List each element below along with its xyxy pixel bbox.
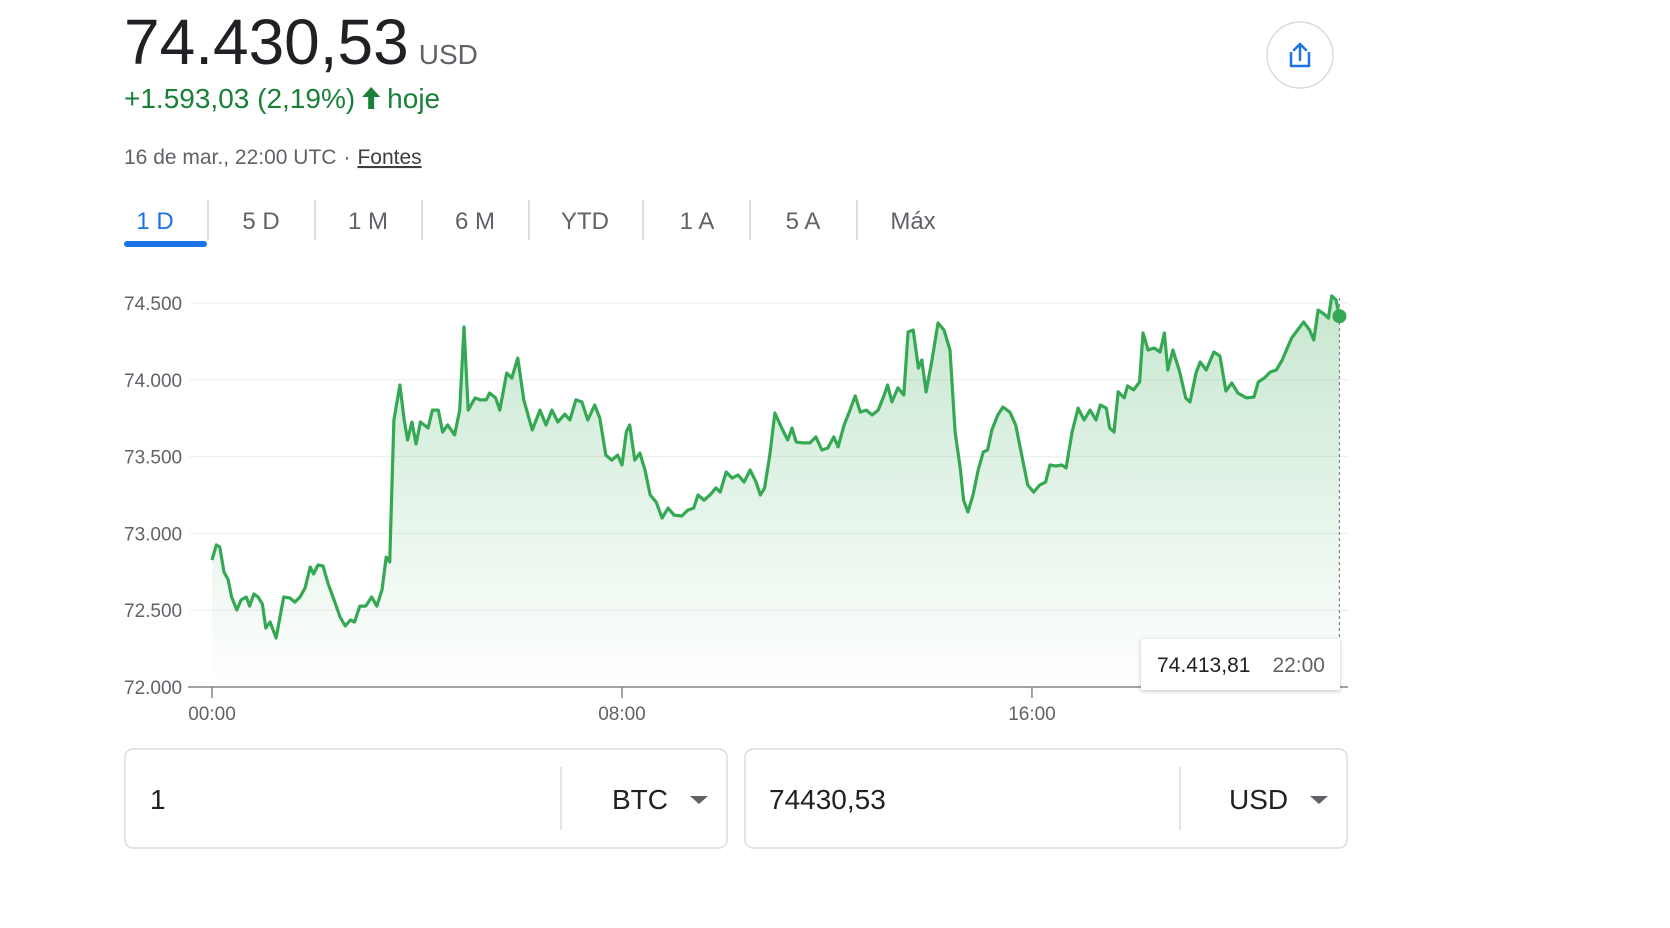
change: +1.593,03 (2,19%) (124, 83, 355, 114)
range-tab[interactable]: 5 A (786, 208, 821, 235)
currency: USD (419, 39, 478, 70)
tooltip-value: 74.413,81 (1157, 654, 1250, 677)
hover-dot (1332, 309, 1347, 324)
period: hoje (387, 83, 440, 114)
x-tick-label: 00:00 (188, 704, 236, 725)
area-fill (212, 295, 1340, 687)
range-tab[interactable]: 1 A (680, 208, 715, 235)
range-tab[interactable]: 5 D (242, 208, 279, 235)
range-tab[interactable]: YTD (561, 208, 609, 235)
from-currency[interactable]: BTC (612, 784, 668, 815)
to-box[interactable] (744, 748, 1348, 849)
from-amount[interactable]: 1 (150, 784, 166, 815)
tooltip-time: 22:00 (1272, 654, 1325, 677)
y-tick-label: 72.000 (124, 678, 182, 699)
y-tick-label: 73.000 (124, 524, 182, 545)
to-currency[interactable]: USD (1229, 784, 1288, 815)
up-arrow (362, 87, 381, 109)
dropdown-arrow[interactable] (1310, 796, 1328, 804)
share-button[interactable] (1266, 21, 1334, 89)
sources-link[interactable]: Fontes (357, 146, 421, 169)
tab-underline (124, 241, 207, 247)
tooltip-box (1141, 639, 1340, 690)
range-tabs: 1 D 5 D 1 M 6 M YTD 1 A 5 A Máx (124, 200, 936, 247)
y-tick-label: 72.500 (124, 601, 182, 622)
from-box[interactable] (124, 748, 728, 849)
x-tick-label: 16:00 (1008, 704, 1056, 725)
timestamp: 16 de mar., 22:00 UTC (124, 146, 336, 169)
price-line: 74.430,53 USD (124, 6, 478, 78)
range-tab[interactable]: 6 M (455, 208, 495, 235)
range-tab[interactable]: 1 D (136, 208, 173, 235)
y-tick-label: 74.500 (124, 294, 182, 315)
tooltip: 74.413,81 22:00 (1141, 639, 1340, 690)
converter: 1 BTC 74430,53 USD (124, 748, 1348, 849)
to-amount[interactable]: 74430,53 (769, 784, 886, 815)
chart: 72.000 72.500 73.000 73.500 74.000 74.500 00:0… (124, 294, 1348, 725)
price-line (210, 294, 1342, 640)
y-tick-label: 74.000 (124, 371, 182, 392)
x-tick-label: 08:00 (598, 704, 646, 725)
dropdown-arrow[interactable] (690, 796, 708, 804)
y-tick-label: 73.500 (124, 448, 182, 469)
price: 74.430,53 (124, 6, 409, 78)
separator: · (343, 146, 350, 169)
range-tab[interactable]: Máx (890, 208, 935, 235)
range-tab[interactable]: 1 M (348, 208, 388, 235)
timestamp-line: 16 de mar., 22:00 UTC · Fontes (124, 146, 422, 169)
